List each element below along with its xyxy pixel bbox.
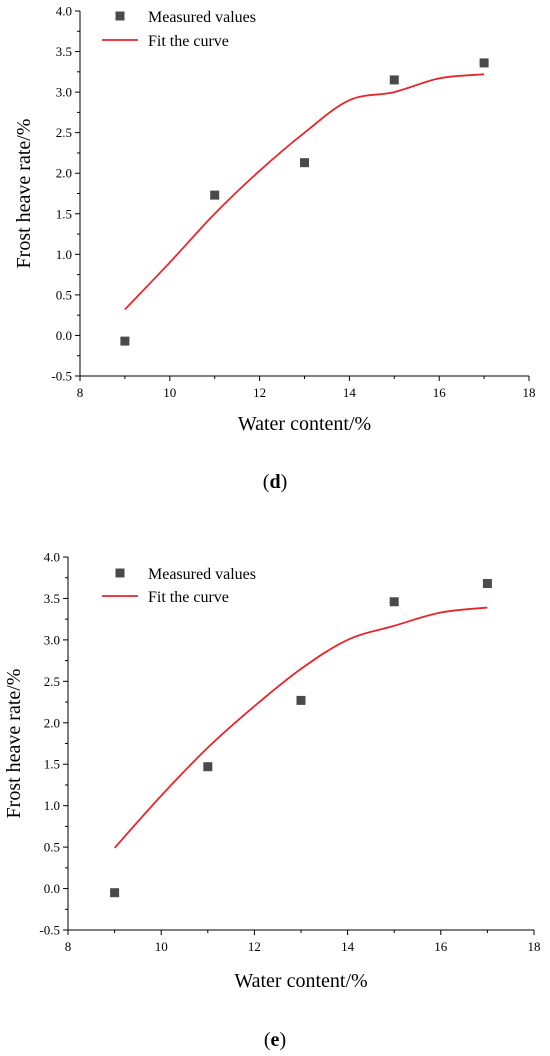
x-tick-label: 12 xyxy=(248,939,261,954)
x-tick-label: 10 xyxy=(155,939,168,954)
y-tick-label: -0.5 xyxy=(39,923,60,938)
fit-curve-line xyxy=(124,73,485,311)
measured-point xyxy=(296,695,306,705)
y-tick-label: 2.0 xyxy=(56,166,72,181)
y-tick-label: 2.0 xyxy=(44,715,60,730)
measured-point xyxy=(110,888,120,898)
y-tick-label: 3.0 xyxy=(56,85,72,100)
measured-point xyxy=(479,58,489,68)
y-tick-label: 1.0 xyxy=(56,247,72,262)
y-tick-label: 0.5 xyxy=(44,840,60,855)
y-tick-label: 1.0 xyxy=(44,798,60,813)
y-tick-label: 0.0 xyxy=(56,328,72,343)
y-tick-label: 3.0 xyxy=(44,632,60,647)
y-tick-label: 4.0 xyxy=(56,4,72,19)
chart-panel-d: 8 10 12 14 16 18 -0.5 0.0 0.5 1.0 1.5 2.0 2.5 3.0 3.5 4… xyxy=(13,4,536,494)
x-axis-title: Water content/% xyxy=(238,413,371,435)
chart-panel-e: 8 10 12 14 16 18 -0.5 0.0 0.5 1.0 1.5 2.0 2.5 3.0 3.5 4… xyxy=(3,550,541,1052)
y-tick-label: 3.5 xyxy=(56,44,72,59)
y-tick-label: 2.5 xyxy=(56,125,72,140)
measured-point xyxy=(389,597,399,607)
y-tick-label: 2.5 xyxy=(44,674,60,689)
y-axis-title: Frost heave rate/% xyxy=(3,669,25,819)
y-tick-label: 1.5 xyxy=(56,206,72,221)
panel-label: (e) xyxy=(264,1029,286,1051)
legend-label-measured: Measured values xyxy=(148,566,256,583)
measured-point xyxy=(389,75,399,85)
measured-point xyxy=(482,579,492,589)
y-tick-label: 1.5 xyxy=(44,757,60,772)
x-tick-label: 14 xyxy=(343,385,357,400)
legend-marker-measured xyxy=(115,11,125,21)
x-tick-label: 18 xyxy=(528,939,541,954)
y-tick-label: 3.5 xyxy=(44,591,60,606)
measured-point xyxy=(120,336,130,346)
y-tick-label: -0.5 xyxy=(51,369,72,384)
x-tick-label: 12 xyxy=(253,385,266,400)
fit-curve-line xyxy=(113,606,488,849)
legend-marker-measured xyxy=(115,568,125,578)
x-tick-label: 18 xyxy=(523,385,536,400)
x-tick-label: 14 xyxy=(341,939,355,954)
y-tick-label: 0.0 xyxy=(44,881,60,896)
x-axis-title: Water content/% xyxy=(234,970,367,992)
legend-label-measured: Measured values xyxy=(148,9,256,26)
x-tick-label: 10 xyxy=(163,385,176,400)
y-tick-label: 0.5 xyxy=(56,287,72,302)
x-tick-label: 8 xyxy=(65,939,72,954)
x-tick-label: 8 xyxy=(77,385,84,400)
measured-point xyxy=(300,158,309,168)
y-tick-label: 4.0 xyxy=(44,550,60,565)
y-axis-title: Frost heave rate/% xyxy=(13,119,35,269)
x-tick-label: 16 xyxy=(433,385,447,400)
panel-label: (d) xyxy=(263,471,287,493)
measured-point xyxy=(203,762,213,772)
measured-point xyxy=(210,190,220,200)
legend-label-fit: Fit the curve xyxy=(148,589,229,606)
x-tick-label: 16 xyxy=(434,939,448,954)
legend-label-fit: Fit the curve xyxy=(148,33,229,50)
